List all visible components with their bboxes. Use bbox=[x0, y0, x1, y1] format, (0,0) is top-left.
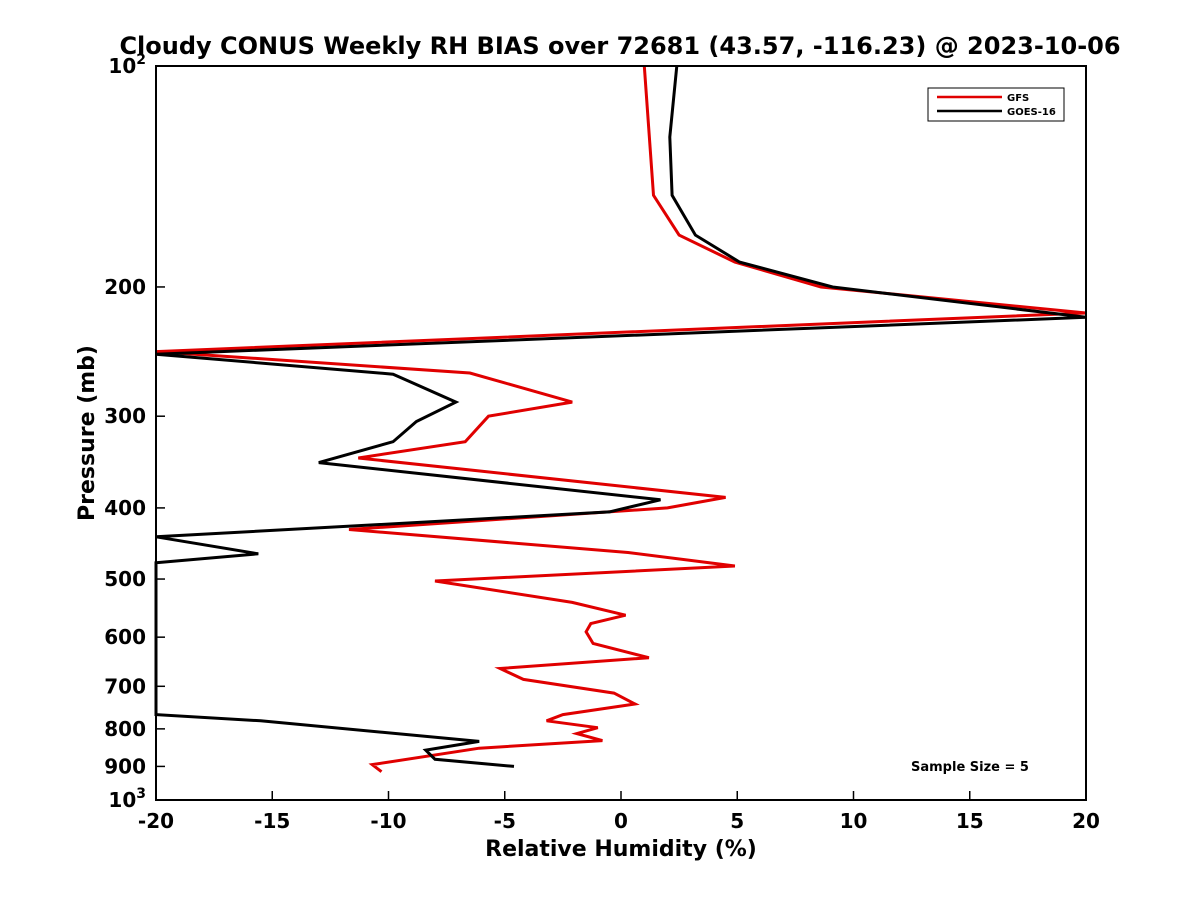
legend-label-gfs: GFS bbox=[1007, 93, 1029, 104]
x-tick-label: 0 bbox=[614, 809, 628, 833]
y-tick-label: 400 bbox=[104, 496, 146, 520]
y-axis-title: Pressure (mb) bbox=[75, 345, 100, 521]
series-line-goes-16 bbox=[154, 65, 1087, 768]
y-tick-label: 300 bbox=[104, 404, 146, 428]
y-tick-label: 102 bbox=[108, 52, 146, 78]
y-tick-label: 200 bbox=[104, 275, 146, 299]
y-tick-label: 500 bbox=[104, 567, 146, 591]
x-tick-label: -15 bbox=[254, 809, 290, 833]
x-axis: -20 -15 -10 -5 0 5 10 15 20 bbox=[138, 791, 1100, 833]
x-tick-label: 10 bbox=[840, 809, 868, 833]
x-tick-label: -20 bbox=[138, 809, 174, 833]
chart-title: Cloudy CONUS Weekly RH BIAS over 72681 (… bbox=[119, 32, 1120, 60]
legend-box bbox=[927, 87, 1065, 122]
x-tick-label: 5 bbox=[730, 809, 744, 833]
y-tick-label: 900 bbox=[104, 754, 146, 778]
x-tick-label: -10 bbox=[370, 809, 406, 833]
x-tick-label: 20 bbox=[1072, 809, 1100, 833]
y-axis: 102 200 300 400 500 600 700 800 900 103 bbox=[104, 52, 165, 812]
y-tick-label: 600 bbox=[104, 625, 146, 649]
y-tick-label: 800 bbox=[104, 717, 146, 741]
x-axis-title: Relative Humidity (%) bbox=[485, 837, 757, 862]
y-tick-label: 700 bbox=[104, 674, 146, 698]
series-line-gfs bbox=[155, 65, 1087, 773]
y-tick-label: 103 bbox=[108, 786, 146, 812]
sample-size-annotation: Sample Size = 5 bbox=[911, 760, 1029, 775]
x-tick-label: 15 bbox=[956, 809, 984, 833]
plot-lines bbox=[154, 65, 1087, 773]
x-tick-label: -5 bbox=[494, 809, 516, 833]
legend-label-goes-16: GOES-16 bbox=[1007, 107, 1056, 118]
legend: GFS GOES-16 bbox=[927, 87, 1065, 122]
